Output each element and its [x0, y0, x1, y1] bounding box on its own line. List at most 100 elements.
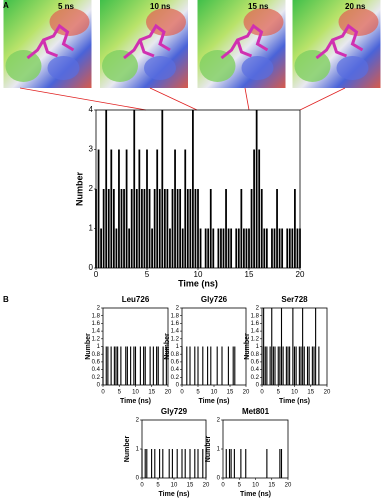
- bar: [181, 228, 184, 268]
- bar: [117, 346, 119, 385]
- bar: [295, 346, 297, 385]
- y-tick-label: 1.6: [92, 321, 101, 327]
- y-tick-label: 0: [136, 476, 140, 482]
- bar: [162, 346, 164, 385]
- y-tick-label: 0.8: [251, 352, 260, 358]
- bar: [146, 149, 148, 268]
- bar: [163, 189, 166, 268]
- bar: [277, 346, 279, 385]
- x-tick-label: 10: [194, 270, 203, 279]
- connectors: [19, 87, 346, 111]
- x-tick-label: 20: [203, 483, 210, 489]
- bar: [126, 346, 128, 385]
- x-tick-label: 10: [291, 390, 298, 396]
- y-tick-label: 2: [136, 418, 140, 424]
- bar: [303, 346, 305, 385]
- bar: [120, 346, 122, 385]
- y-tick-label: 2: [176, 306, 180, 312]
- bar: [189, 346, 191, 385]
- bar: [149, 346, 151, 385]
- bar: [194, 189, 197, 268]
- snapshot-image: [292, 0, 381, 88]
- bar: [271, 228, 273, 268]
- x-tick-label: 5: [118, 390, 122, 396]
- x-tick-label: 0: [140, 483, 144, 489]
- bar: [141, 189, 143, 268]
- bar: [210, 346, 212, 385]
- chart-title: Ser728: [281, 295, 308, 304]
- bar: [230, 228, 233, 268]
- bar: [289, 346, 291, 385]
- x-tick-label: 5: [145, 270, 150, 279]
- bar: [287, 346, 289, 385]
- bar: [105, 110, 108, 268]
- bar: [263, 308, 265, 385]
- bar: [216, 346, 218, 385]
- bar: [228, 449, 231, 478]
- x-tick-label: 0: [180, 390, 184, 396]
- bar: [207, 346, 209, 385]
- bar: [112, 189, 115, 268]
- bar: [130, 189, 133, 268]
- bar: [296, 228, 299, 268]
- bar: [207, 228, 210, 268]
- bar: [197, 346, 199, 385]
- snapshot-image: [195, 0, 288, 88]
- x-axis-label: Time (ns): [199, 398, 230, 405]
- bar: [285, 346, 287, 385]
- bar: [192, 110, 194, 268]
- y-tick-label: 1: [217, 447, 221, 453]
- snapshots: [1, 0, 381, 111]
- chart-title: Leu726: [122, 295, 150, 304]
- panel-label: A: [3, 1, 9, 10]
- bar: [184, 149, 187, 268]
- y-tick-label: 0.4: [171, 367, 180, 373]
- bar: [273, 228, 276, 268]
- plot-frame: [222, 419, 289, 479]
- chart-title: Gly729: [161, 407, 188, 416]
- bar: [265, 228, 268, 268]
- bar: [162, 449, 164, 478]
- bar: [227, 228, 230, 268]
- bar: [209, 189, 212, 268]
- bar: [230, 449, 232, 478]
- bar: [133, 110, 136, 268]
- bar: [115, 346, 117, 385]
- bar: [169, 228, 171, 268]
- y-tick-label: 1.8: [251, 313, 260, 319]
- x-tick-label: 20: [285, 483, 292, 489]
- plot-frame: [181, 307, 247, 386]
- snapshot-image: [1, 0, 94, 88]
- x-tick-label: 15: [187, 483, 194, 489]
- bar: [143, 346, 145, 385]
- x-axis-label: Time (ns): [120, 398, 151, 405]
- y-tick-label: 0.4: [251, 367, 260, 373]
- y-tick-label: 1.6: [171, 321, 180, 327]
- bar: [243, 228, 245, 268]
- x-tick-label: 0: [260, 390, 264, 396]
- x-tick-label: 10: [132, 390, 139, 396]
- bar: [184, 449, 186, 478]
- bar: [204, 228, 207, 268]
- bar: [130, 346, 132, 385]
- bar: [258, 149, 261, 268]
- bar: [233, 449, 235, 478]
- x-tick-label: 20: [296, 270, 305, 279]
- panel-label: B: [3, 295, 9, 304]
- bar: [281, 228, 284, 268]
- x-tick-label: 20: [324, 390, 331, 396]
- y-tick-label: 1: [176, 344, 180, 350]
- y-tick-label: 1.8: [171, 313, 180, 319]
- x-axis-label: Time (ns): [159, 491, 190, 498]
- bar: [280, 449, 283, 478]
- connector: [244, 87, 250, 111]
- x-tick-label: 10: [252, 483, 259, 489]
- x-tick-label: 15: [268, 483, 275, 489]
- bar: [100, 228, 102, 268]
- bar: [151, 228, 153, 268]
- bar: [171, 189, 174, 268]
- bar: [234, 346, 236, 385]
- y-tick-label: 1: [256, 344, 260, 350]
- bar: [278, 228, 281, 268]
- bar: [274, 346, 276, 385]
